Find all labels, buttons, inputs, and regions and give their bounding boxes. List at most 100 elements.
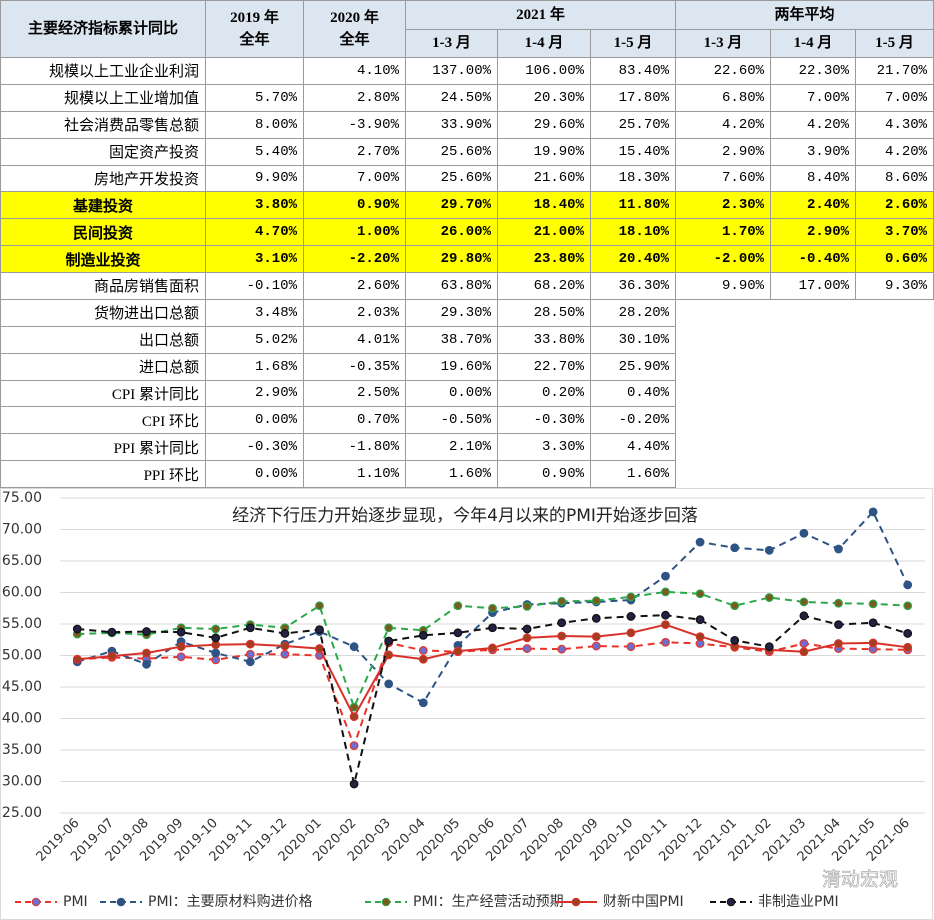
table-cell: 106.00%: [497, 57, 591, 85]
row-label: PPI 累计同比: [0, 433, 206, 462]
table-cell: 15.40%: [589, 137, 677, 166]
row-label: PPI 环比: [0, 460, 206, 488]
table-cell: 0.60%: [855, 245, 934, 273]
table-cell: 3.10%: [205, 245, 304, 273]
table-cell: -3.90%: [303, 110, 406, 139]
table-cell: 36.30%: [589, 272, 677, 300]
header-cell: 两年平均: [675, 0, 934, 30]
point: [245, 657, 255, 667]
table-cell: -1.80%: [303, 433, 406, 462]
table-cell: 11.80%: [589, 191, 677, 220]
table-cell: 2.90%: [770, 218, 857, 247]
table-cell: 28.20%: [589, 298, 677, 327]
table-cell: 9.30%: [855, 272, 934, 300]
point: [661, 637, 670, 647]
table-cell: 20.30%: [497, 83, 591, 112]
point: [591, 632, 601, 642]
legend-label: PMI: [63, 894, 88, 910]
header-cell: 1-4 月: [770, 28, 857, 58]
table-cell: 2.90%: [205, 379, 304, 408]
point: [834, 639, 843, 648]
table-cell: 5.70%: [205, 83, 304, 112]
point: [384, 623, 394, 633]
table-row: 社会消费品零售总额 8.00% -3.90% 33.90% 29.60% 25.70% 4.…: [0, 110, 934, 139]
header-cell: 主要经济指标累计同比: [0, 0, 206, 58]
table-row: 主要经济指标累计同比 2019 年 全年 2020 年 全年 2021 年两年平均: [0, 0, 934, 58]
table-cell: 17.80%: [589, 83, 677, 112]
legend-marker: [571, 897, 581, 907]
row-label: 房地产开发投资: [0, 164, 206, 193]
point: [868, 599, 878, 609]
table-cell: 2.60%: [855, 191, 934, 220]
point: [384, 650, 394, 660]
point: [211, 648, 221, 658]
table-cell: 1.60%: [405, 460, 498, 488]
row-label: 货物进出口总额: [0, 298, 206, 327]
table-cell: 7.00%: [303, 164, 406, 193]
table-cell: 24.50%: [405, 83, 498, 112]
point: [834, 598, 843, 608]
row-label: 固定资产投资: [0, 137, 206, 166]
table-cell: 8.40%: [770, 164, 857, 193]
point: [591, 596, 601, 606]
point: [557, 631, 567, 641]
point: [799, 611, 809, 621]
table-cell: 4.10%: [303, 57, 406, 85]
table-cell: 0.00%: [205, 460, 304, 488]
point: [834, 620, 843, 630]
table-cell: 25.90%: [589, 352, 677, 381]
point: [661, 587, 670, 597]
table-cell: 83.40%: [589, 57, 677, 85]
table-cell: [205, 57, 304, 85]
legend-label: 非制造业PMI: [758, 894, 839, 910]
table-row: 房地产开发投资 9.90% 7.00% 25.60% 21.60% 18.30% 7.60%…: [0, 164, 934, 193]
table-cell: 137.00%: [405, 57, 498, 85]
point: [591, 613, 601, 623]
table-cell: -0.40%: [770, 245, 857, 273]
point: [626, 628, 636, 638]
row-label: 进口总额: [0, 352, 206, 381]
table-cell: 21.60%: [497, 164, 591, 193]
point: [695, 537, 705, 547]
point: [211, 633, 221, 643]
table-row: 规模以上工业企业利润 4.10% 137.00% 106.00% 83.40% 22.60…: [0, 57, 934, 85]
point: [834, 544, 843, 554]
legend-label: 财新中国PMI: [603, 894, 684, 910]
table-cell: 29.30%: [405, 298, 498, 327]
table-row: 商品房销售面积 -0.10% 2.60% 63.80% 68.20% 36.30% 9.90…: [0, 272, 934, 300]
point: [453, 646, 463, 656]
table-cell: 18.30%: [589, 164, 677, 193]
point: [557, 596, 567, 606]
point: [418, 654, 428, 664]
table-cell: 9.90%: [205, 164, 304, 193]
table-cell: -0.20%: [589, 406, 677, 435]
table-cell: 3.80%: [205, 191, 304, 220]
row-label: 商品房销售面积: [0, 272, 206, 300]
point: [142, 648, 151, 658]
point: [245, 639, 255, 649]
legend-marker: [31, 897, 41, 907]
table-cell: 0.00%: [205, 406, 304, 435]
point: [661, 571, 670, 581]
table-cell: 68.20%: [497, 272, 591, 300]
row-label: CPI 累计同比: [0, 379, 206, 408]
table-cell: 2.03%: [303, 298, 406, 327]
point: [903, 601, 913, 611]
point: [142, 627, 151, 636]
point: [557, 644, 567, 654]
point: [522, 601, 532, 611]
table-cell: 2.40%: [770, 191, 857, 220]
point: [453, 601, 463, 611]
point: [349, 642, 359, 652]
table-cell: 22.70%: [497, 352, 591, 381]
table-cell: 4.20%: [855, 137, 934, 166]
table-cell: 20.40%: [589, 245, 677, 273]
table-cell: 2.10%: [405, 433, 498, 462]
point: [72, 654, 82, 664]
point: [799, 597, 809, 607]
legend-marker: [116, 897, 126, 907]
y-tick-label: 60.00: [2, 585, 42, 601]
point: [868, 638, 878, 648]
table-cell: -0.10%: [205, 272, 304, 300]
table-cell: 18.40%: [497, 191, 591, 220]
